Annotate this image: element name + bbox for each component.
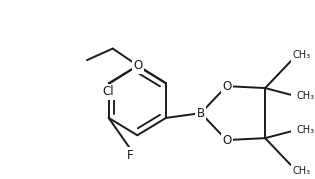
Text: CH₃: CH₃ bbox=[296, 125, 314, 136]
Text: O: O bbox=[134, 59, 143, 72]
Text: CH₃: CH₃ bbox=[293, 166, 311, 176]
Text: CH₃: CH₃ bbox=[296, 91, 314, 101]
Text: B: B bbox=[197, 107, 205, 120]
Text: F: F bbox=[127, 149, 133, 162]
Text: O: O bbox=[222, 80, 231, 93]
Text: CH₃: CH₃ bbox=[293, 50, 311, 60]
Text: O: O bbox=[222, 134, 231, 147]
Text: Cl: Cl bbox=[102, 85, 114, 98]
